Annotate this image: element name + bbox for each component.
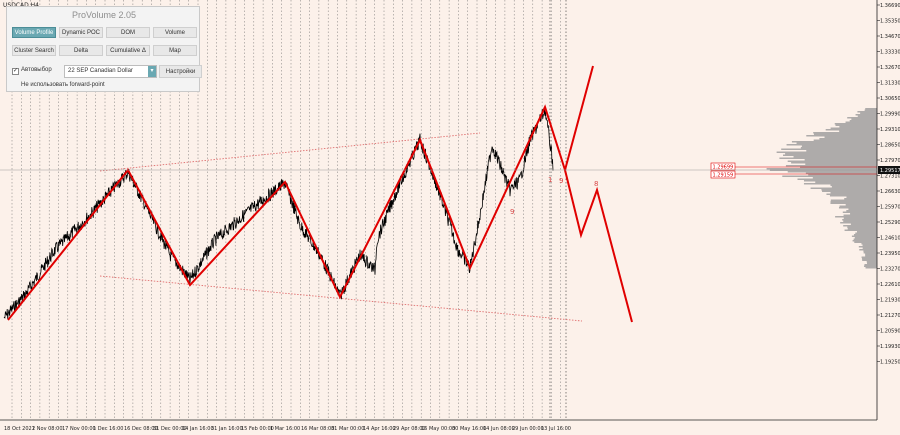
price-axis-label: 1.26630 bbox=[880, 189, 900, 195]
time-axis-label: 16 Mar 08:00 bbox=[301, 426, 334, 432]
time-axis-label: 15 Feb 00:00 bbox=[241, 426, 274, 432]
instrument-select[interactable]: 22 SEP Canadian Dollar ▾ bbox=[64, 65, 157, 78]
dom-button[interactable]: DOM bbox=[106, 27, 150, 38]
price-axis-label: 1.21270 bbox=[880, 313, 900, 319]
price-axis-label: 1.36690 bbox=[880, 3, 900, 9]
wave-line bbox=[7, 65, 594, 321]
price-axis-label: 1.33330 bbox=[880, 50, 900, 56]
price-axis-label: 1.30650 bbox=[880, 96, 900, 102]
price-axis-label: 1.29310 bbox=[880, 127, 900, 133]
dynamic-poc-button[interactable]: Dynamic POC bbox=[59, 27, 103, 38]
price-axis-label: 1.25970 bbox=[880, 205, 900, 211]
volume-profile-button[interactable]: Volume Profile bbox=[12, 27, 56, 38]
time-axis-label: 18 Oct 2021 bbox=[4, 426, 35, 432]
wave-label: 9 bbox=[559, 177, 563, 185]
time-axis-label: 31 Jan 16:00 bbox=[211, 426, 243, 432]
projection-wave-line bbox=[564, 169, 633, 323]
time-axis-label: 31 Dec 00:00 bbox=[153, 426, 187, 432]
current-price-label: 1.29517 bbox=[880, 168, 900, 174]
price-axis-label: 1.25290 bbox=[880, 220, 900, 226]
instrument-value: 22 SEP Canadian Dollar bbox=[68, 68, 133, 74]
autoselect-checkbox[interactable]: ✓ bbox=[12, 68, 19, 75]
time-axis-label: 31 Mar 00:00 bbox=[331, 426, 364, 432]
time-axis-label: 29 Apr 08:00 bbox=[393, 426, 426, 432]
time-axis-label: 14 Jan 16:00 bbox=[182, 426, 214, 432]
symbol-label: USDCAD,H4 bbox=[3, 2, 39, 9]
price-axis-label: 1.20590 bbox=[880, 329, 900, 335]
current-price-tag bbox=[878, 166, 900, 174]
delta-button[interactable]: Delta bbox=[59, 45, 103, 56]
wave-label: 9 bbox=[510, 208, 514, 216]
time-axis-label: 1 Dec 16:00 bbox=[93, 426, 123, 432]
price-axis-label: 1.21930 bbox=[880, 298, 900, 304]
time-axis-label: 16 Dec 08:00 bbox=[124, 426, 158, 432]
lower-channel-line bbox=[99, 275, 583, 322]
price-axis-label: 1.27310 bbox=[880, 174, 900, 180]
provolume-panel: ProVolume 2.05 Volume Profile Dynamic PO… bbox=[6, 6, 202, 92]
settings-button[interactable]: Настройки bbox=[159, 65, 202, 78]
wave-label: 8 bbox=[594, 180, 598, 188]
price-series bbox=[3, 109, 554, 319]
panel-title: ProVolume 2.05 bbox=[71, 10, 137, 20]
price-axis-label: 1.23950 bbox=[880, 251, 900, 257]
price-axis-label: 1.24610 bbox=[880, 236, 900, 242]
volume-level-label: 1.29159 bbox=[713, 173, 734, 179]
time-axis-label: 13 Jul 16:00 bbox=[541, 426, 571, 432]
time-axis-label: 14 Apr 16:00 bbox=[363, 426, 396, 432]
volume-level-label: 1.29699 bbox=[713, 165, 734, 171]
price-axis-label: 1.28650 bbox=[880, 143, 900, 149]
price-axis-label: 1.19930 bbox=[880, 344, 900, 350]
price-axis-label: 1.22610 bbox=[880, 282, 900, 288]
price-axis-label: 1.29990 bbox=[880, 112, 900, 118]
cumulative-delta-button[interactable]: Cumulative Δ bbox=[106, 45, 150, 56]
forward-point-option[interactable]: Не использовать forward-point bbox=[21, 82, 105, 88]
price-axis-label: 1.23270 bbox=[880, 267, 900, 273]
chevron-down-icon[interactable]: ▾ bbox=[148, 66, 156, 77]
time-axis-label: 17 Nov 00:00 bbox=[62, 426, 96, 432]
time-axis-label: 29 Jun 00:00 bbox=[512, 426, 544, 432]
price-axis-label: 1.35350 bbox=[880, 19, 900, 25]
price-axis-label: 1.27970 bbox=[880, 158, 900, 164]
time-axis-label: 16 May 00:00 bbox=[421, 426, 455, 432]
upper-channel-line bbox=[99, 132, 481, 172]
price-axis-label: 1.34670 bbox=[880, 34, 900, 40]
time-axis-label: 2 Nov 08:00 bbox=[32, 426, 63, 432]
map-button[interactable]: Map bbox=[153, 45, 197, 56]
price-axis-label: 1.32670 bbox=[880, 65, 900, 71]
time-axis-label: 30 May 16:00 bbox=[452, 426, 486, 432]
time-axis-label: 14 Jun 08:00 bbox=[483, 426, 515, 432]
autoselect-label: Автовыбор bbox=[21, 67, 52, 73]
wave-label: 1 bbox=[548, 176, 552, 184]
price-axis-label: 1.19250 bbox=[880, 360, 900, 366]
price-axis-label: 1.31330 bbox=[880, 81, 900, 87]
volume-button[interactable]: Volume bbox=[153, 27, 197, 38]
cluster-search-button[interactable]: Cluster Search bbox=[12, 45, 56, 56]
time-axis-label: 1 Mar 16:00 bbox=[270, 426, 300, 432]
volume-level-box bbox=[710, 170, 736, 179]
